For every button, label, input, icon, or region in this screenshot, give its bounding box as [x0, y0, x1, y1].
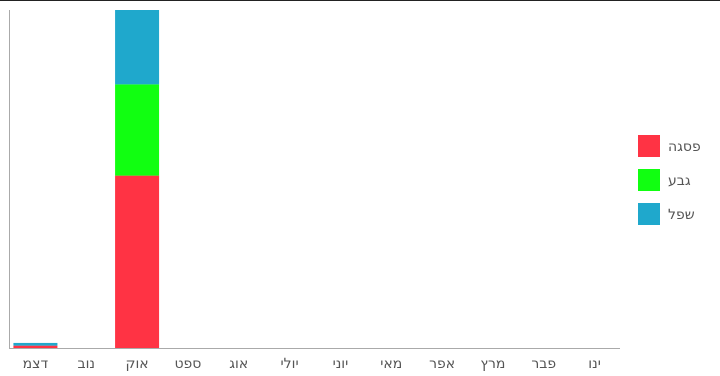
- legend-swatch: [638, 135, 660, 157]
- legend-swatch: [638, 203, 660, 225]
- legend-item: שפל: [638, 203, 695, 225]
- bar-אוק-series-0: [115, 175, 160, 348]
- x-tick-label: נוב: [77, 356, 95, 372]
- legend-label: פסגה: [668, 139, 701, 155]
- legend-label: שפל: [668, 207, 695, 223]
- x-tick-label: אוג: [229, 356, 248, 372]
- bar-דצמ-series-0: [13, 345, 58, 348]
- x-tick-label: דצמ: [23, 356, 49, 372]
- x-tick-label: ינו: [588, 356, 601, 372]
- bar-אוק-series-2: [115, 10, 160, 85]
- bar-דצמ-series-2: [13, 342, 58, 346]
- x-axis-tick-labels: ינו פבר מרץ אפר מאי יוני יולי אוג ספט אוק נוב דצמ: [23, 356, 601, 372]
- x-tick-label: מאי: [380, 356, 402, 372]
- plot-area: [13, 10, 160, 348]
- legend-item: גבע: [638, 169, 691, 191]
- x-tick-label: ספט: [174, 356, 201, 372]
- legend-label: גבע: [668, 173, 691, 189]
- bar-אוק-series-1: [115, 84, 160, 176]
- x-tick-label: יוני: [333, 356, 349, 372]
- x-tick-label: יולי: [281, 356, 299, 372]
- x-tick-label: אפר: [429, 356, 455, 372]
- legend-item: פסגה: [638, 135, 701, 157]
- x-tick-label: פבר: [531, 356, 556, 372]
- legend-swatch: [638, 169, 660, 191]
- x-tick-label: אוק: [126, 356, 149, 372]
- x-tick-label: מרץ: [480, 356, 505, 372]
- legend: פסגה גבע שפל: [638, 135, 701, 225]
